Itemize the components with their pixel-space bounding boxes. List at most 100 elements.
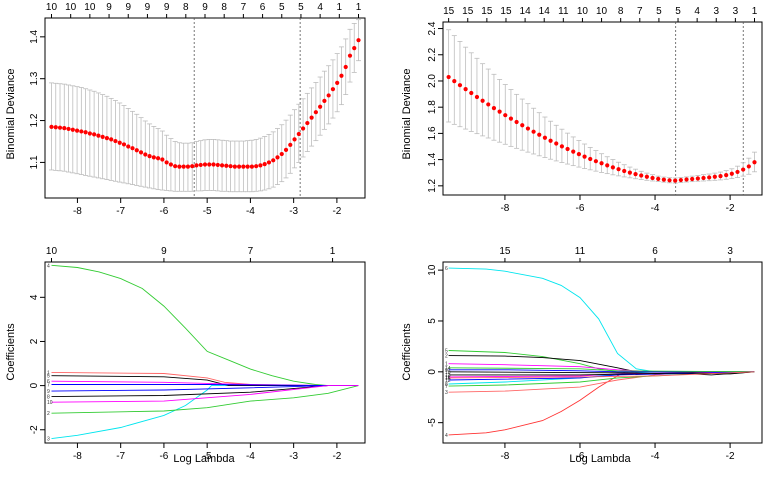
cv-point [215, 162, 220, 168]
top-tick-label: 6 [260, 2, 266, 13]
cv-point [339, 73, 344, 78]
cv-point [266, 160, 272, 165]
cv-point [96, 133, 101, 138]
top-tick-label: 10 [65, 2, 77, 13]
cv-point [121, 142, 127, 147]
cv-point [249, 164, 255, 169]
path-label: 3 [47, 437, 50, 443]
x-tick-label: -4 [246, 451, 255, 462]
path-label: 7 [445, 384, 448, 390]
cv-point [185, 164, 191, 169]
cv-point [194, 163, 199, 168]
y-tick-label: 1.1 [29, 155, 40, 169]
path-label: 14 [445, 366, 451, 372]
path-label: 6 [47, 379, 50, 385]
cv-point [599, 161, 604, 166]
cv-point [508, 116, 514, 121]
y-tick-label: 0 [29, 382, 40, 388]
top-tick-label: 15 [499, 246, 511, 257]
cv-point [211, 162, 216, 167]
path-label: 3 [445, 390, 448, 396]
path-label: 8 [47, 395, 50, 401]
top-tick-label: 14 [520, 6, 532, 17]
cv-point [134, 148, 139, 153]
x-tick-label: -6 [576, 451, 585, 462]
cv-point [288, 142, 293, 147]
coef-path [51, 385, 359, 392]
cv-point [87, 131, 92, 136]
cv-point [109, 137, 114, 142]
cv-point [62, 125, 67, 131]
y-tick-label: 2.4 [427, 21, 438, 35]
cv-point [503, 113, 508, 118]
top-tick-label: 10 [596, 6, 608, 17]
cv-point [627, 170, 632, 175]
plot-frame [442, 21, 763, 196]
cv-point [275, 155, 280, 160]
path-label: 12 [445, 378, 451, 384]
cv-point [559, 144, 565, 149]
cv-point [707, 175, 712, 180]
cv-point [678, 177, 683, 183]
coef-path [51, 264, 359, 387]
cv-point [684, 177, 689, 182]
cv-point [491, 106, 497, 111]
cv-point [480, 98, 485, 103]
x-tick-label: -8 [73, 206, 82, 217]
cv-point [463, 87, 468, 92]
cv-point [100, 134, 105, 139]
coef-path [448, 367, 755, 373]
cv-point [258, 163, 263, 168]
cv-point [690, 176, 695, 182]
cv-point [616, 167, 621, 172]
cv-point [126, 144, 131, 149]
y-tick-label: -2 [29, 425, 40, 434]
cv-point [207, 162, 212, 167]
path-label: 2 [47, 411, 50, 417]
top-tick-label: 15 [481, 6, 493, 17]
cv-point [181, 164, 186, 169]
cv-point [729, 171, 734, 176]
cv-point [718, 174, 723, 179]
top-tick-label: 6 [652, 246, 658, 257]
top-tick-label: 8 [618, 6, 624, 17]
top-tick-label: 5 [656, 6, 662, 17]
x-tick-label: -6 [576, 203, 585, 214]
cv-point [542, 135, 548, 140]
path-label: 5 [445, 348, 448, 354]
path-label: 13 [445, 373, 451, 379]
top-tick-label: 7 [241, 2, 247, 13]
cv-point [565, 146, 570, 152]
cv-point [168, 162, 173, 167]
y-axis-title: Binomial Deviance [401, 68, 413, 159]
cv-point [588, 156, 593, 162]
cv-point [571, 149, 576, 154]
cv-point [610, 165, 615, 170]
coef-path [448, 369, 755, 373]
y-tick-label: 1.8 [427, 100, 438, 114]
top-tick-label: 1 [356, 2, 362, 13]
top-tick-label: 9 [161, 246, 167, 257]
path-label: 2 [445, 354, 448, 360]
cv-point [537, 132, 542, 137]
x-axis-title: Log Lambda [173, 453, 235, 465]
cv-point [486, 102, 491, 107]
x-tick-label: -8 [500, 203, 509, 214]
coef-path [448, 371, 755, 379]
path-label: 1 [47, 370, 50, 376]
cv-point [219, 163, 225, 168]
cv-point [741, 167, 746, 172]
top-tick-label: 5 [298, 2, 304, 13]
cv-point [330, 87, 336, 92]
cv-point [514, 119, 519, 125]
top-tick-label: 5 [279, 2, 285, 13]
top-tick-label: 3 [733, 6, 739, 17]
top-tick-label: 5 [675, 6, 681, 17]
top-tick-label: 14 [539, 6, 551, 17]
cv-point [228, 164, 233, 169]
cv-point [746, 164, 751, 169]
cv-point [151, 155, 156, 160]
cv-point [271, 158, 276, 163]
path-label: 10 [445, 370, 451, 376]
cv-point [724, 172, 729, 178]
